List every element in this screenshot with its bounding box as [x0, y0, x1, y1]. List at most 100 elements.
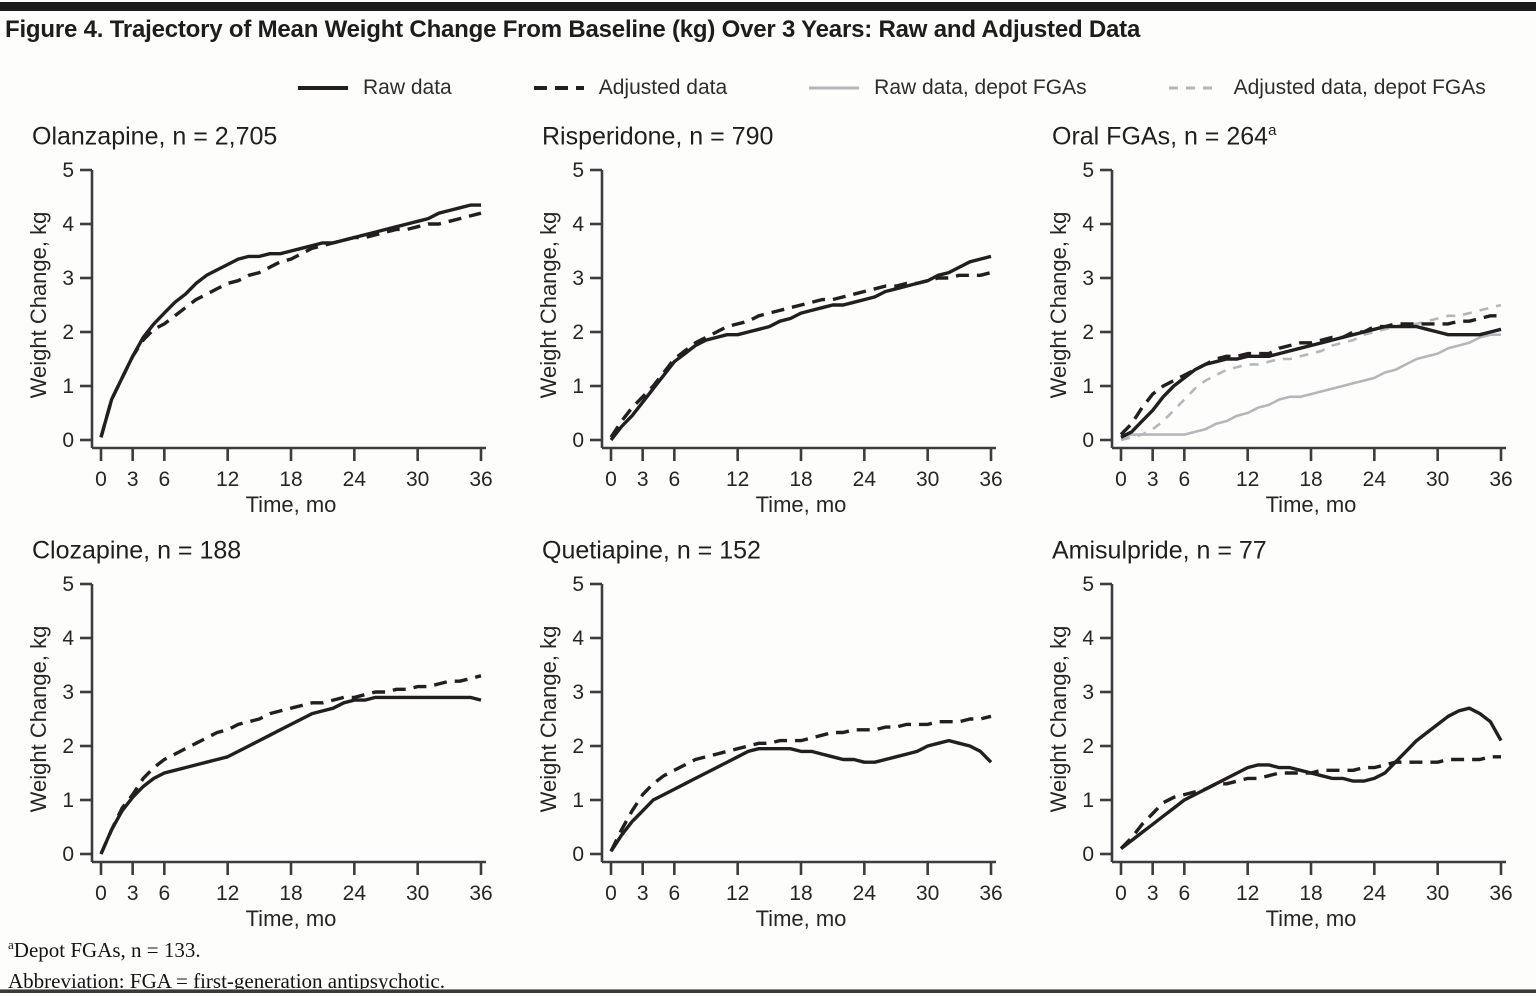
- y-tick-label: 1: [1082, 789, 1094, 812]
- x-tick-label: 12: [1236, 882, 1259, 905]
- x-tick-label: 18: [279, 468, 302, 491]
- x-tick-label: 24: [343, 468, 367, 491]
- y-tick-label: 3: [572, 267, 584, 290]
- legend-label: Raw data: [363, 76, 452, 99]
- x-tick-label: 30: [406, 882, 429, 905]
- x-tick-label: 30: [1426, 468, 1449, 491]
- legend-item-raw-data-depot-fgas: Raw data, depot FGAs: [809, 76, 1087, 100]
- y-tick-label: 4: [1082, 627, 1094, 650]
- x-tick-label: 3: [637, 468, 649, 491]
- y-tick-label: 3: [62, 267, 74, 290]
- x-tick-label: 18: [789, 882, 812, 905]
- y-tick-label: 5: [1082, 573, 1094, 596]
- legend-line-sample: [1168, 86, 1219, 90]
- legend-line-sample: [298, 86, 348, 90]
- chart-risperidone: Risperidone, n = 790 0 1 2 3 4 5 0 3 6 12 18 24 30 36 W…: [540, 116, 1010, 518]
- y-tick-label: 5: [62, 159, 74, 182]
- y-tick-label: 3: [1082, 267, 1094, 290]
- x-tick-label: 6: [1178, 468, 1190, 491]
- series-line-raw-data: [99, 203, 481, 438]
- x-tick-label: 30: [916, 468, 939, 491]
- x-tick-label: 6: [158, 468, 170, 491]
- y-tick-label: 1: [572, 789, 584, 812]
- x-tick-label: 3: [127, 468, 139, 491]
- x-tick-label: 3: [127, 882, 139, 905]
- x-tick-label: 36: [1489, 468, 1512, 491]
- series-line-raw-data: [609, 254, 992, 442]
- x-tick-label: 36: [979, 468, 1002, 491]
- chart-title-text: Olanzapine, n = 2,705: [32, 122, 278, 151]
- x-tick-label: 0: [605, 882, 617, 905]
- chart-title-text: Oral FGAs, n = 264: [1052, 122, 1269, 151]
- x-tick-label: 36: [1489, 882, 1512, 905]
- legend-line-sample: [809, 86, 860, 90]
- y-axis-label: Weight Change, kg: [30, 212, 51, 399]
- y-tick-label: 3: [1082, 681, 1094, 704]
- x-tick-label: 36: [469, 468, 492, 491]
- legend-item-adjusted-data-depot-fgas: Adjusted data, depot FGAs: [1168, 76, 1486, 100]
- x-tick-label: 0: [605, 468, 617, 491]
- y-tick-label: 4: [62, 627, 74, 650]
- x-tick-label: 0: [95, 468, 107, 491]
- y-axis-label: Weight Change, kg: [540, 626, 561, 813]
- legend-item-adjusted-data: Adjusted data: [533, 76, 727, 100]
- y-tick-label: 3: [572, 681, 584, 704]
- x-tick-label: 24: [1363, 468, 1387, 491]
- y-tick-label: 2: [572, 321, 584, 344]
- chart-title-text: Risperidone, n = 790: [542, 122, 774, 151]
- x-axis-label: Time, mo: [756, 492, 847, 517]
- y-axis-label: Weight Change, kg: [540, 212, 561, 399]
- series-line-adjusted-data-depot-fgas: [1120, 303, 1502, 442]
- top-bar: [0, 2, 1536, 11]
- footnote-superscript: a: [8, 937, 14, 952]
- y-axis-label: Weight Change, kg: [30, 626, 51, 813]
- charts-grid: Olanzapine, n = 2,705 0 1 2 3 4 5 0 3 6 12 18 24 30 36…: [30, 116, 1520, 932]
- legend-label: Raw data, depot FGAs: [874, 76, 1087, 99]
- y-axis-label: Weight Change, kg: [1050, 626, 1071, 813]
- legend-item-raw-data: Raw data: [298, 76, 452, 100]
- x-axis-label: Time, mo: [1266, 906, 1357, 931]
- y-tick-label: 2: [62, 321, 74, 344]
- x-tick-label: 3: [1147, 468, 1159, 491]
- y-tick-label: 3: [62, 681, 74, 704]
- x-tick-label: 18: [1299, 468, 1322, 491]
- x-tick-label: 18: [1299, 882, 1322, 905]
- x-axis-label: Time, mo: [246, 492, 337, 517]
- y-axis-label: Weight Change, kg: [1050, 212, 1071, 399]
- x-tick-label: 30: [916, 882, 939, 905]
- x-tick-label: 6: [1178, 882, 1190, 905]
- y-tick-label: 2: [1082, 321, 1094, 344]
- series-line-adjusted-data: [99, 211, 482, 438]
- chart-title-text: Amisulpride, n = 77: [1052, 536, 1267, 565]
- y-tick-label: 4: [572, 627, 584, 650]
- chart-title-oral-fgas: Oral FGAs, n = 264a: [1052, 116, 1520, 150]
- x-tick-label: 12: [726, 468, 749, 491]
- x-axis-label: Time, mo: [246, 906, 337, 931]
- y-tick-label: 1: [62, 789, 74, 812]
- y-tick-label: 5: [572, 159, 584, 182]
- x-tick-label: 18: [279, 882, 302, 905]
- x-tick-label: 12: [216, 468, 239, 491]
- x-tick-label: 3: [637, 882, 649, 905]
- y-tick-label: 0: [1082, 429, 1094, 452]
- x-tick-label: 24: [1363, 882, 1387, 905]
- y-tick-label: 5: [572, 573, 584, 596]
- x-axis-label: Time, mo: [1266, 492, 1357, 517]
- series-line-raw-data: [609, 738, 993, 853]
- series-line-raw-data: [1120, 324, 1502, 439]
- chart-olanzapine: Olanzapine, n = 2,705 0 1 2 3 4 5 0 3 6 12 18 24 30 36…: [30, 116, 500, 518]
- x-tick-label: 36: [979, 882, 1002, 905]
- series-line-raw-data: [99, 695, 482, 855]
- y-tick-label: 4: [572, 213, 584, 236]
- y-tick-label: 0: [62, 429, 74, 452]
- footnote-depot: aDepot FGAs, n = 133.: [8, 932, 445, 963]
- y-tick-label: 5: [1082, 159, 1094, 182]
- y-tick-label: 1: [62, 375, 74, 398]
- y-tick-label: 5: [62, 573, 74, 596]
- series-line-adjusted-data: [609, 270, 992, 439]
